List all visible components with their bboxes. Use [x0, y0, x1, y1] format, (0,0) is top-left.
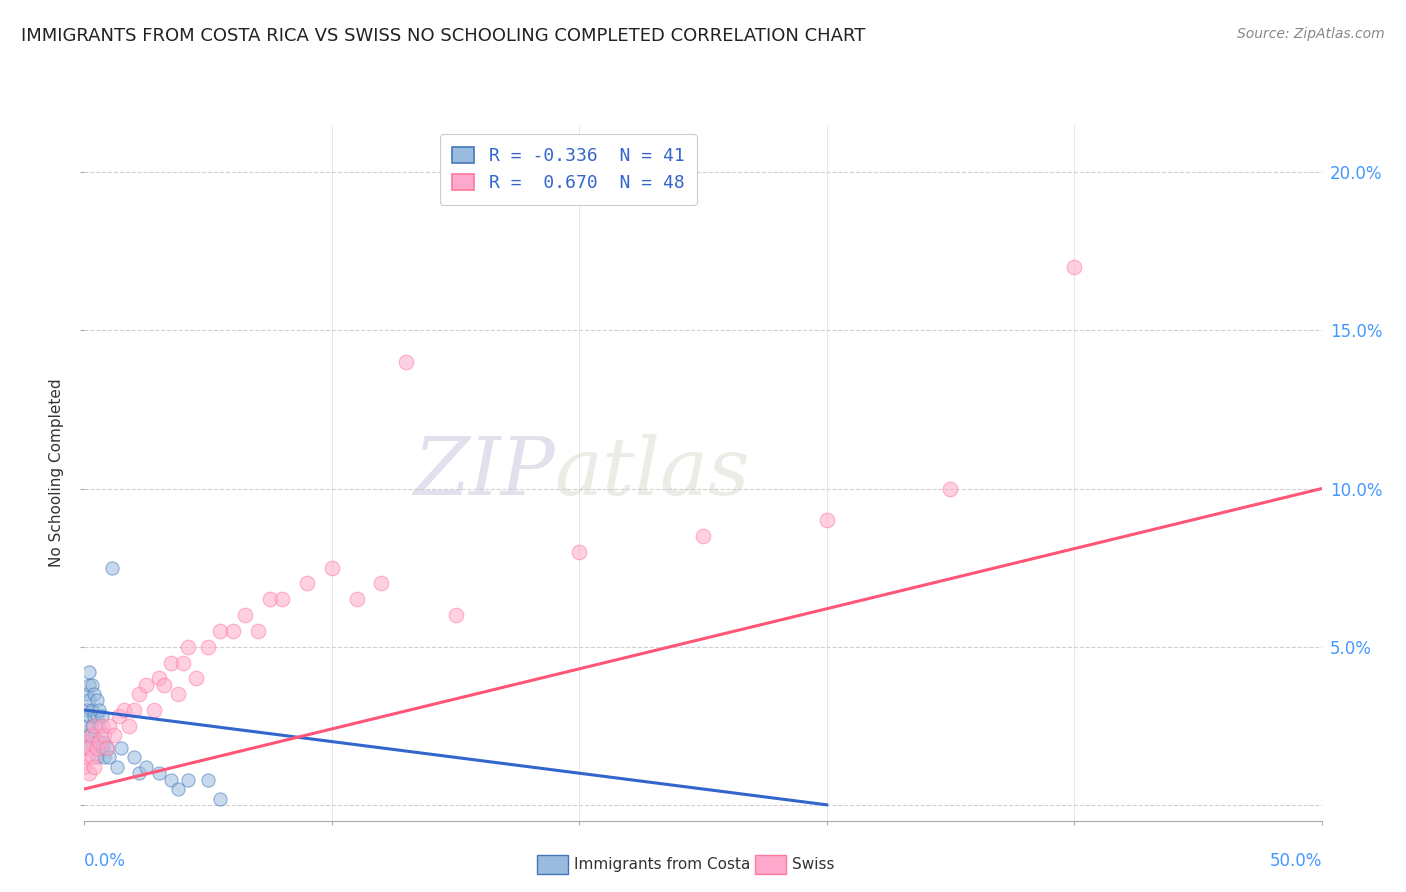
Point	[148, 671, 170, 685]
Point	[142, 703, 165, 717]
Point	[76, 750, 98, 764]
Point	[86, 740, 108, 755]
Point	[939, 482, 962, 496]
Point	[86, 750, 108, 764]
Point	[167, 782, 190, 797]
Point	[79, 728, 101, 742]
Point	[100, 560, 122, 574]
Point	[89, 734, 111, 748]
Point	[177, 640, 200, 654]
Point	[568, 545, 591, 559]
Point	[148, 766, 170, 780]
Point	[177, 772, 200, 787]
Point	[79, 693, 101, 707]
Point	[110, 740, 132, 755]
Point	[80, 678, 103, 692]
Text: ZIP: ZIP	[413, 434, 554, 511]
Point	[96, 740, 118, 755]
Point	[80, 719, 103, 733]
Point	[128, 766, 150, 780]
Point	[76, 734, 98, 748]
Point	[93, 728, 115, 742]
Point	[80, 734, 103, 748]
Point	[259, 592, 281, 607]
Point	[89, 719, 111, 733]
Text: Swiss: Swiss	[792, 857, 834, 871]
Point	[79, 740, 101, 755]
Point	[184, 671, 207, 685]
Point	[105, 760, 128, 774]
Point	[73, 740, 96, 755]
Point	[197, 772, 219, 787]
Legend: R = -0.336  N = 41, R =  0.670  N = 48: R = -0.336 N = 41, R = 0.670 N = 48	[440, 134, 697, 205]
Text: atlas: atlas	[554, 434, 749, 511]
Point	[86, 734, 108, 748]
Point	[76, 703, 98, 717]
Point	[118, 719, 141, 733]
Point	[295, 576, 318, 591]
Point	[89, 703, 111, 717]
Point	[122, 750, 145, 764]
Point	[98, 719, 121, 733]
Point	[83, 709, 105, 723]
Point	[815, 513, 838, 527]
Point	[246, 624, 269, 638]
Point	[76, 719, 98, 733]
Point	[80, 703, 103, 717]
Point	[692, 529, 714, 543]
Point	[93, 750, 115, 764]
Point	[122, 703, 145, 717]
Point	[112, 703, 135, 717]
Point	[79, 665, 101, 679]
Text: IMMIGRANTS FROM COSTA RICA VS SWISS NO SCHOOLING COMPLETED CORRELATION CHART: IMMIGRANTS FROM COSTA RICA VS SWISS NO S…	[21, 27, 866, 45]
Point	[370, 576, 392, 591]
Point	[90, 740, 112, 755]
Point	[90, 719, 112, 733]
Point	[271, 592, 294, 607]
Point	[86, 709, 108, 723]
Point	[321, 560, 343, 574]
Point	[233, 608, 256, 623]
Point	[197, 640, 219, 654]
Point	[93, 734, 115, 748]
Point	[346, 592, 368, 607]
Point	[83, 687, 105, 701]
Point	[160, 772, 183, 787]
Point	[90, 709, 112, 723]
Point	[76, 687, 98, 701]
Point	[83, 719, 105, 733]
Text: 0.0%: 0.0%	[84, 852, 127, 870]
Point	[135, 760, 157, 774]
Text: Immigrants from Costa Rica: Immigrants from Costa Rica	[574, 857, 787, 871]
Point	[98, 750, 121, 764]
Point	[108, 709, 131, 723]
Point	[79, 678, 101, 692]
Point	[73, 760, 96, 774]
Point	[80, 750, 103, 764]
Point	[89, 734, 111, 748]
Point	[172, 656, 194, 670]
Point	[103, 728, 125, 742]
Point	[444, 608, 467, 623]
Point	[209, 624, 232, 638]
Point	[135, 678, 157, 692]
Text: 50.0%: 50.0%	[1270, 852, 1322, 870]
Point	[395, 355, 418, 369]
Text: Source: ZipAtlas.com: Source: ZipAtlas.com	[1237, 27, 1385, 41]
Point	[152, 678, 174, 692]
Point	[128, 687, 150, 701]
Point	[222, 624, 245, 638]
Point	[79, 766, 101, 780]
Point	[209, 791, 232, 805]
Point	[80, 728, 103, 742]
Y-axis label: No Schooling Completed: No Schooling Completed	[49, 378, 65, 567]
Point	[83, 760, 105, 774]
Point	[160, 656, 183, 670]
Point	[96, 740, 118, 755]
Point	[86, 693, 108, 707]
Point	[1063, 260, 1085, 275]
Point	[83, 728, 105, 742]
Point	[167, 687, 190, 701]
Point	[79, 709, 101, 723]
